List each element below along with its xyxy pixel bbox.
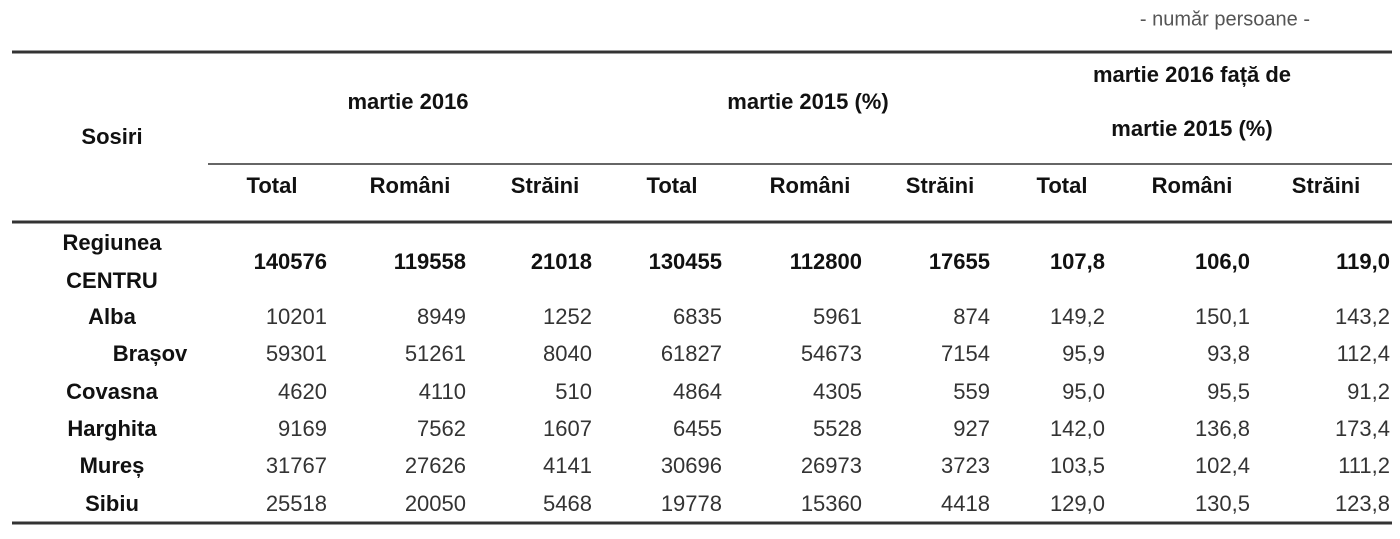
group-header: martie 2015 (%) <box>1111 116 1272 141</box>
cell: 95,5 <box>1207 379 1250 404</box>
column-header: Total <box>647 173 698 198</box>
cell: 19778 <box>661 491 722 516</box>
cell: 4141 <box>543 453 592 478</box>
cell: 129,0 <box>1050 491 1105 516</box>
unit-note: - număr persoane - <box>1140 8 1310 30</box>
group-header: martie 2015 (%) <box>727 89 888 114</box>
row-label: Mureș <box>80 453 145 478</box>
cell: 559 <box>953 379 990 404</box>
cell: 10201 <box>266 304 327 329</box>
column-header: Români <box>770 173 851 198</box>
cell: 61827 <box>661 341 722 366</box>
row-label: Harghita <box>67 416 157 441</box>
cell: 21018 <box>531 249 592 274</box>
cell: 103,5 <box>1050 453 1105 478</box>
cell: 30696 <box>661 453 722 478</box>
cell: 4305 <box>813 379 862 404</box>
cell: 31767 <box>266 453 327 478</box>
cell: 510 <box>555 379 592 404</box>
cell: 102,4 <box>1195 453 1250 478</box>
cell: 7154 <box>941 341 990 366</box>
cell: 111,2 <box>1338 453 1390 478</box>
group-header: martie 2016 <box>347 89 468 114</box>
cell: 142,0 <box>1050 416 1105 441</box>
cell: 4620 <box>278 379 327 404</box>
cell: 106,0 <box>1195 249 1250 274</box>
cell: 59301 <box>266 341 327 366</box>
cell: 95,9 <box>1062 341 1105 366</box>
cell: 4864 <box>673 379 722 404</box>
cell: 91,2 <box>1347 379 1390 404</box>
cell: 119,0 <box>1336 249 1390 274</box>
row-label: Regiunea <box>62 230 162 255</box>
row-label: Covasna <box>66 379 158 404</box>
cell: 8040 <box>543 341 592 366</box>
cell: 4110 <box>419 379 466 404</box>
cell: 27626 <box>405 453 466 478</box>
column-header: Străini <box>511 173 579 198</box>
cell: 130,5 <box>1195 491 1250 516</box>
cell: 5961 <box>813 304 862 329</box>
cell: 5528 <box>813 416 862 441</box>
cell: 927 <box>953 416 990 441</box>
group-header: martie 2016 față de <box>1093 62 1291 87</box>
row-label: Sibiu <box>85 491 139 516</box>
cell: 26973 <box>801 453 862 478</box>
cell: 112800 <box>790 249 862 274</box>
cell: 1607 <box>543 416 592 441</box>
cell: 107,8 <box>1050 249 1105 274</box>
cell: 1252 <box>543 304 592 329</box>
cell: 4418 <box>941 491 990 516</box>
cell: 130455 <box>649 249 722 274</box>
cell: 149,2 <box>1050 304 1105 329</box>
cell: 20050 <box>405 491 466 516</box>
cell: 6835 <box>673 304 722 329</box>
cell: 6455 <box>673 416 722 441</box>
column-header: Români <box>370 173 451 198</box>
cell: 874 <box>953 304 990 329</box>
cell: 8949 <box>417 304 466 329</box>
cell: 136,8 <box>1195 416 1250 441</box>
cell: 93,8 <box>1207 341 1250 366</box>
cell: 15360 <box>801 491 862 516</box>
column-header: Total <box>1037 173 1088 198</box>
column-header: Total <box>247 173 298 198</box>
row-label: Alba <box>88 304 136 329</box>
row-label-header: Sosiri <box>81 124 142 149</box>
cell: 17655 <box>929 249 990 274</box>
cell: 119558 <box>394 249 466 274</box>
cell: 51261 <box>405 341 466 366</box>
cell: 123,8 <box>1335 491 1390 516</box>
column-header: Străini <box>906 173 974 198</box>
cell: 9169 <box>278 416 327 441</box>
row-label: CENTRU <box>66 268 158 293</box>
column-header: Străini <box>1292 173 1360 198</box>
row-label: Brașov <box>113 341 188 366</box>
cell: 173,4 <box>1335 416 1390 441</box>
cell: 140576 <box>254 249 327 274</box>
cell: 112,4 <box>1337 341 1390 366</box>
cell: 143,2 <box>1335 304 1390 329</box>
cell: 7562 <box>417 416 466 441</box>
cell: 3723 <box>941 453 990 478</box>
cell: 25518 <box>266 491 327 516</box>
cell: 150,1 <box>1195 304 1250 329</box>
cell: 95,0 <box>1062 379 1105 404</box>
cell: 54673 <box>801 341 862 366</box>
cell: 5468 <box>543 491 592 516</box>
column-header: Români <box>1152 173 1233 198</box>
